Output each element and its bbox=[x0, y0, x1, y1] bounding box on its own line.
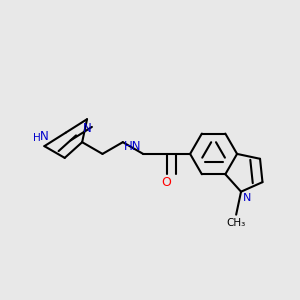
Text: HN: HN bbox=[124, 140, 142, 153]
Text: N: N bbox=[83, 122, 92, 136]
Text: N: N bbox=[40, 130, 49, 143]
Text: O: O bbox=[162, 176, 172, 190]
Text: N: N bbox=[243, 193, 251, 203]
Text: CH₃: CH₃ bbox=[226, 218, 246, 228]
Text: H: H bbox=[33, 133, 41, 143]
